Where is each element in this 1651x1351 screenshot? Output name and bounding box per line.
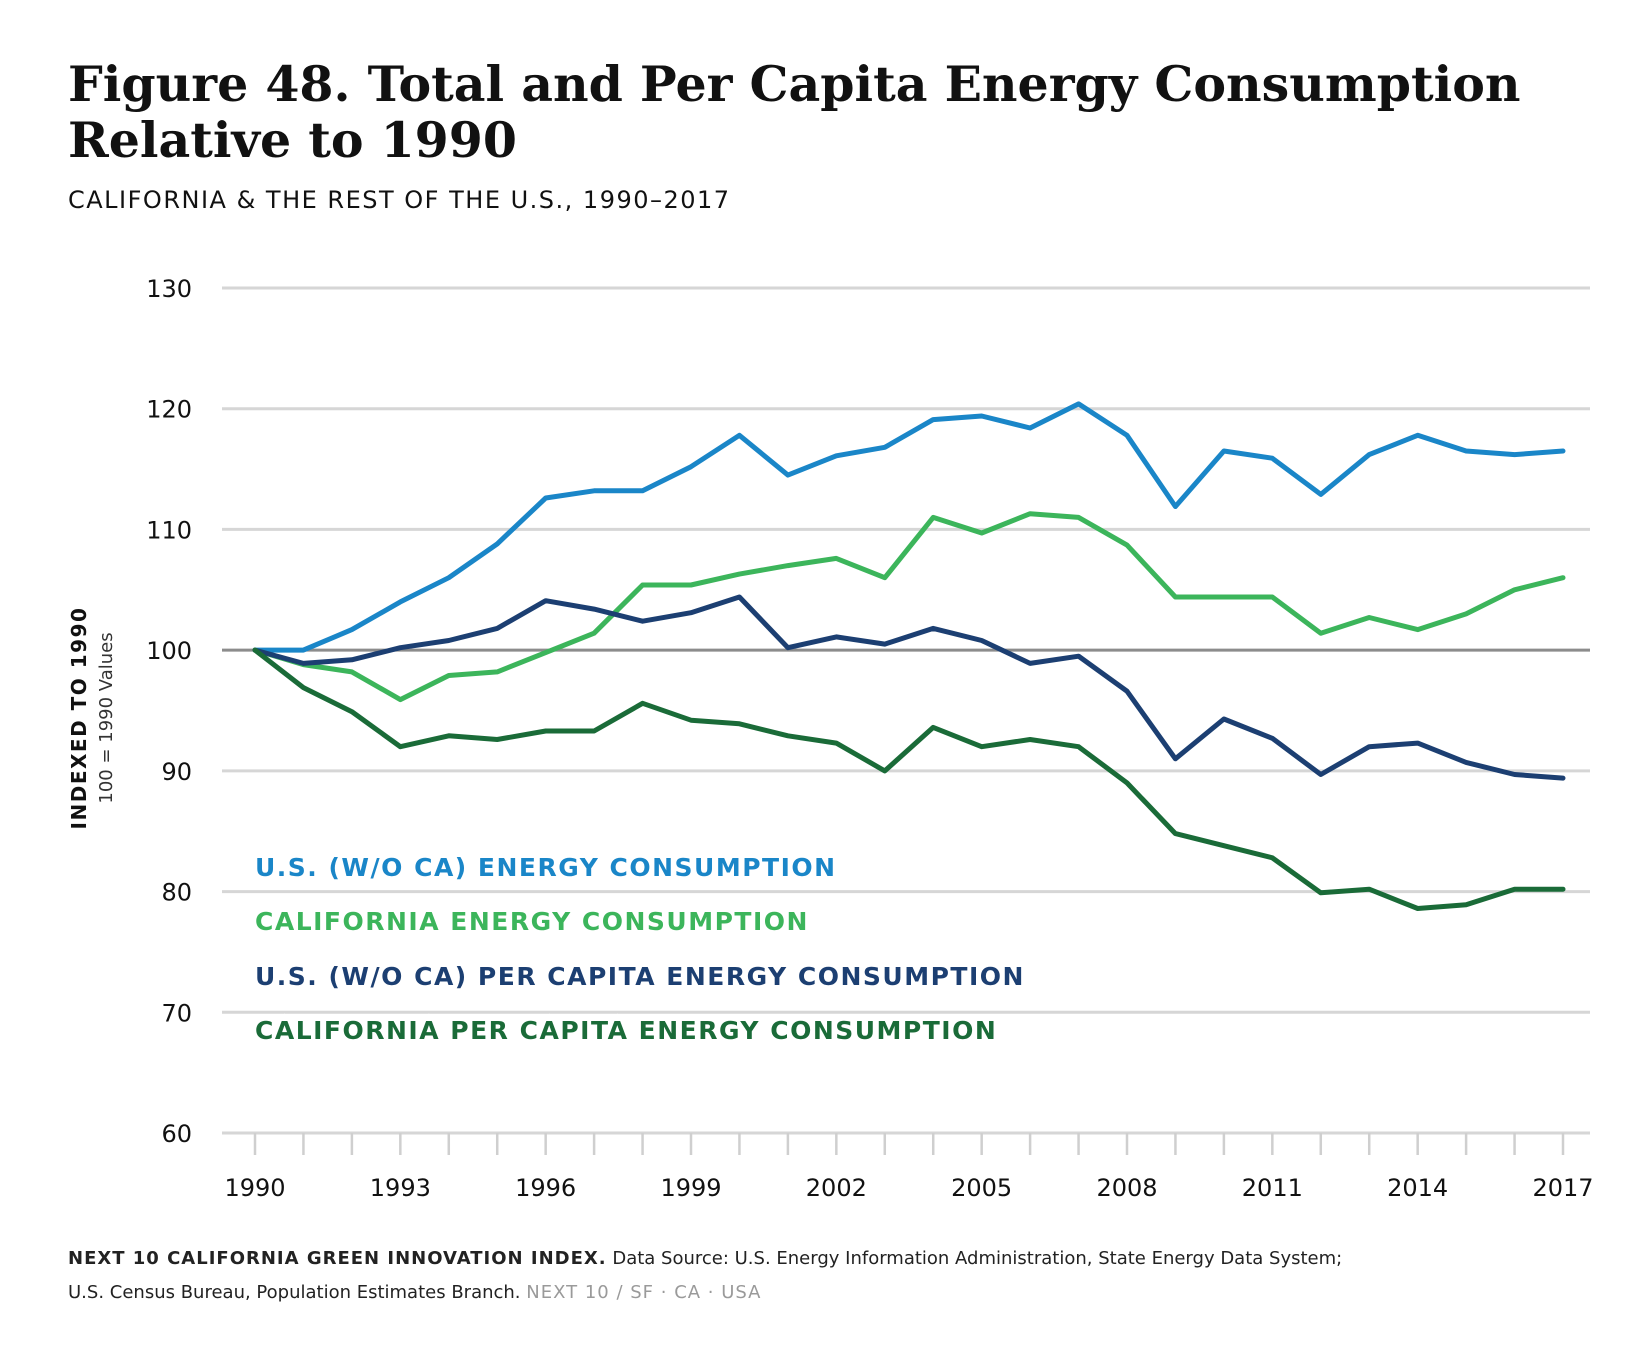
chart-legend: U.S. (W/O CA) ENERGY CONSUMPTION CALIFORN… (251, 849, 1027, 1049)
series-line-4 (252, 647, 1566, 911)
x-tick-label: 1993 (370, 1174, 431, 1202)
chart-footer: NEXT 10 CALIFORNIA GREEN INNOVATION INDE… (68, 1242, 1608, 1310)
footer-brand: NEXT 10 / SF · CA · USA (526, 1282, 762, 1303)
series-line-3 (252, 594, 1566, 781)
x-tick-label: 2008 (1096, 1174, 1157, 1202)
x-tick-label: 2017 (1532, 1174, 1593, 1202)
y-axis-label: INDEXED TO 1990 (67, 607, 91, 830)
footer-source-title: NEXT 10 CALIFORNIA GREEN INNOVATION INDE… (68, 1248, 607, 1269)
legend-label-2: CALIFORNIA ENERGY CONSUMPTION (255, 907, 809, 936)
x-tick-label: 2002 (806, 1174, 867, 1202)
legend-label-3: U.S. (W/O CA) PER CAPITA ENERGY CONSUMPT… (255, 962, 1025, 991)
y-tick-label: 110 (146, 516, 192, 544)
y-axis-label-note: 100 = 1990 Values (96, 632, 117, 803)
y-tick-label: 100 (146, 637, 192, 665)
x-tick-label: 1996 (515, 1174, 576, 1202)
x-axis: 1990 1993 1996 1999 2002 2005 2008 2011 2014 2017 (222, 1131, 1594, 1202)
chart-subtitle: CALIFORNIA & THE REST OF THE U.S., 1990–… (68, 186, 731, 214)
chart-title-line2: Relative to 1990 (68, 111, 517, 169)
y-axis-ticks: 130 120 110 100 90 80 70 60 (146, 275, 192, 1148)
legend-label-1: U.S. (W/O CA) ENERGY CONSUMPTION (255, 853, 837, 882)
chart-series-lines (252, 401, 1566, 911)
footer-source-text-2: U.S. Census Bureau, Population Estimates… (68, 1282, 521, 1303)
x-tick-label: 1990 (224, 1174, 285, 1202)
legend-label-4: CALIFORNIA PER CAPITA ENERGY CONSUMPTION (255, 1016, 997, 1045)
series-line-2 (252, 511, 1566, 703)
y-tick-label: 130 (146, 275, 192, 303)
series-line-1 (252, 401, 1566, 653)
y-tick-label: 80 (161, 879, 192, 907)
y-tick-label: 60 (161, 1120, 192, 1148)
y-tick-label: 120 (146, 396, 192, 424)
y-tick-label: 70 (161, 999, 192, 1027)
x-tick-label: 2014 (1387, 1174, 1448, 1202)
x-tick-label: 2005 (951, 1174, 1012, 1202)
chart-title: Figure 48. Total and Per Capita Energy C… (68, 56, 1608, 168)
x-tick-label: 2011 (1242, 1174, 1303, 1202)
footer-source-text: Data Source: U.S. Energy Information Adm… (612, 1248, 1343, 1269)
chart-title-line1: Figure 48. Total and Per Capita Energy C… (68, 55, 1521, 113)
y-tick-label: 90 (161, 758, 192, 786)
chart-gridlines (222, 286, 1590, 1135)
x-tick-label: 1999 (660, 1174, 721, 1202)
